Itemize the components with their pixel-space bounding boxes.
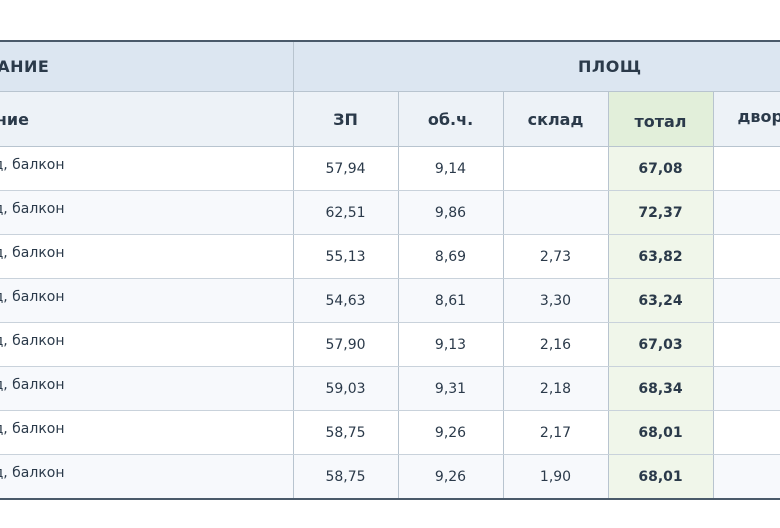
cell-sklad: 2,17 bbox=[503, 410, 609, 455]
row-description: ад, балкон bbox=[0, 190, 294, 235]
row-description: ад, балкон bbox=[0, 234, 294, 279]
cell-dvor bbox=[713, 410, 780, 455]
column-header-total: тотал bbox=[608, 91, 714, 147]
cell-ob: 9,14 bbox=[398, 146, 504, 191]
cell-zp: 62,51 bbox=[293, 190, 399, 235]
column-header-dvor: двор bbox=[713, 91, 780, 147]
cell-ob: 8,61 bbox=[398, 278, 504, 323]
cell-total: 63,82 bbox=[608, 234, 714, 279]
cell-ob: 8,69 bbox=[398, 234, 504, 279]
column-header-ob: об.ч. bbox=[398, 91, 504, 147]
cell-dvor bbox=[713, 322, 780, 367]
cell-zp: 57,94 bbox=[293, 146, 399, 191]
cell-dvor bbox=[713, 278, 780, 323]
column-header-description: ание bbox=[0, 91, 294, 147]
row-description: ад, балкон bbox=[0, 146, 294, 191]
cell-zp: 58,75 bbox=[293, 454, 399, 500]
cell-zp: 55,13 bbox=[293, 234, 399, 279]
row-description: ад, балкон bbox=[0, 366, 294, 411]
cell-total: 68,34 bbox=[608, 366, 714, 411]
area-table: САНИЕ ПЛОЩ ание ЗП об.ч. склад тотал дво… bbox=[0, 40, 780, 500]
cell-sklad: 3,30 bbox=[503, 278, 609, 323]
group-header-description: САНИЕ bbox=[0, 40, 294, 92]
row-description: ад, балкон bbox=[0, 410, 294, 455]
row-description: ад, балкон bbox=[0, 278, 294, 323]
cell-ob: 9,26 bbox=[398, 410, 504, 455]
cell-sklad: 2,18 bbox=[503, 366, 609, 411]
row-description: ад, балкон bbox=[0, 322, 294, 367]
cell-sklad bbox=[503, 146, 609, 191]
cell-total: 68,01 bbox=[608, 454, 714, 500]
cell-sklad: 2,73 bbox=[503, 234, 609, 279]
cell-total: 72,37 bbox=[608, 190, 714, 235]
cell-ob: 9,31 bbox=[398, 366, 504, 411]
cell-sklad: 1,90 bbox=[503, 454, 609, 500]
cell-dvor bbox=[713, 454, 780, 500]
cell-ob: 9,13 bbox=[398, 322, 504, 367]
cell-total: 67,08 bbox=[608, 146, 714, 191]
column-header-row: ание ЗП об.ч. склад тотал двор bbox=[0, 91, 780, 147]
cell-ob: 9,26 bbox=[398, 454, 504, 500]
cell-dvor bbox=[713, 190, 780, 235]
group-header-area: ПЛОЩ bbox=[293, 40, 780, 92]
cell-dvor bbox=[713, 146, 780, 191]
cell-zp: 57,90 bbox=[293, 322, 399, 367]
cell-dvor bbox=[713, 234, 780, 279]
cell-dvor bbox=[713, 366, 780, 411]
cell-zp: 59,03 bbox=[293, 366, 399, 411]
cell-zp: 58,75 bbox=[293, 410, 399, 455]
column-header-sklad: склад bbox=[503, 91, 609, 147]
cell-total: 67,03 bbox=[608, 322, 714, 367]
cell-sklad: 2,16 bbox=[503, 322, 609, 367]
cell-total: 63,24 bbox=[608, 278, 714, 323]
cell-total: 68,01 bbox=[608, 410, 714, 455]
group-header-row: САНИЕ ПЛОЩ bbox=[0, 40, 780, 92]
column-header-zp: ЗП bbox=[293, 91, 399, 147]
cell-zp: 54,63 bbox=[293, 278, 399, 323]
cell-sklad bbox=[503, 190, 609, 235]
cell-ob: 9,86 bbox=[398, 190, 504, 235]
row-description: ад, балкон bbox=[0, 454, 294, 500]
